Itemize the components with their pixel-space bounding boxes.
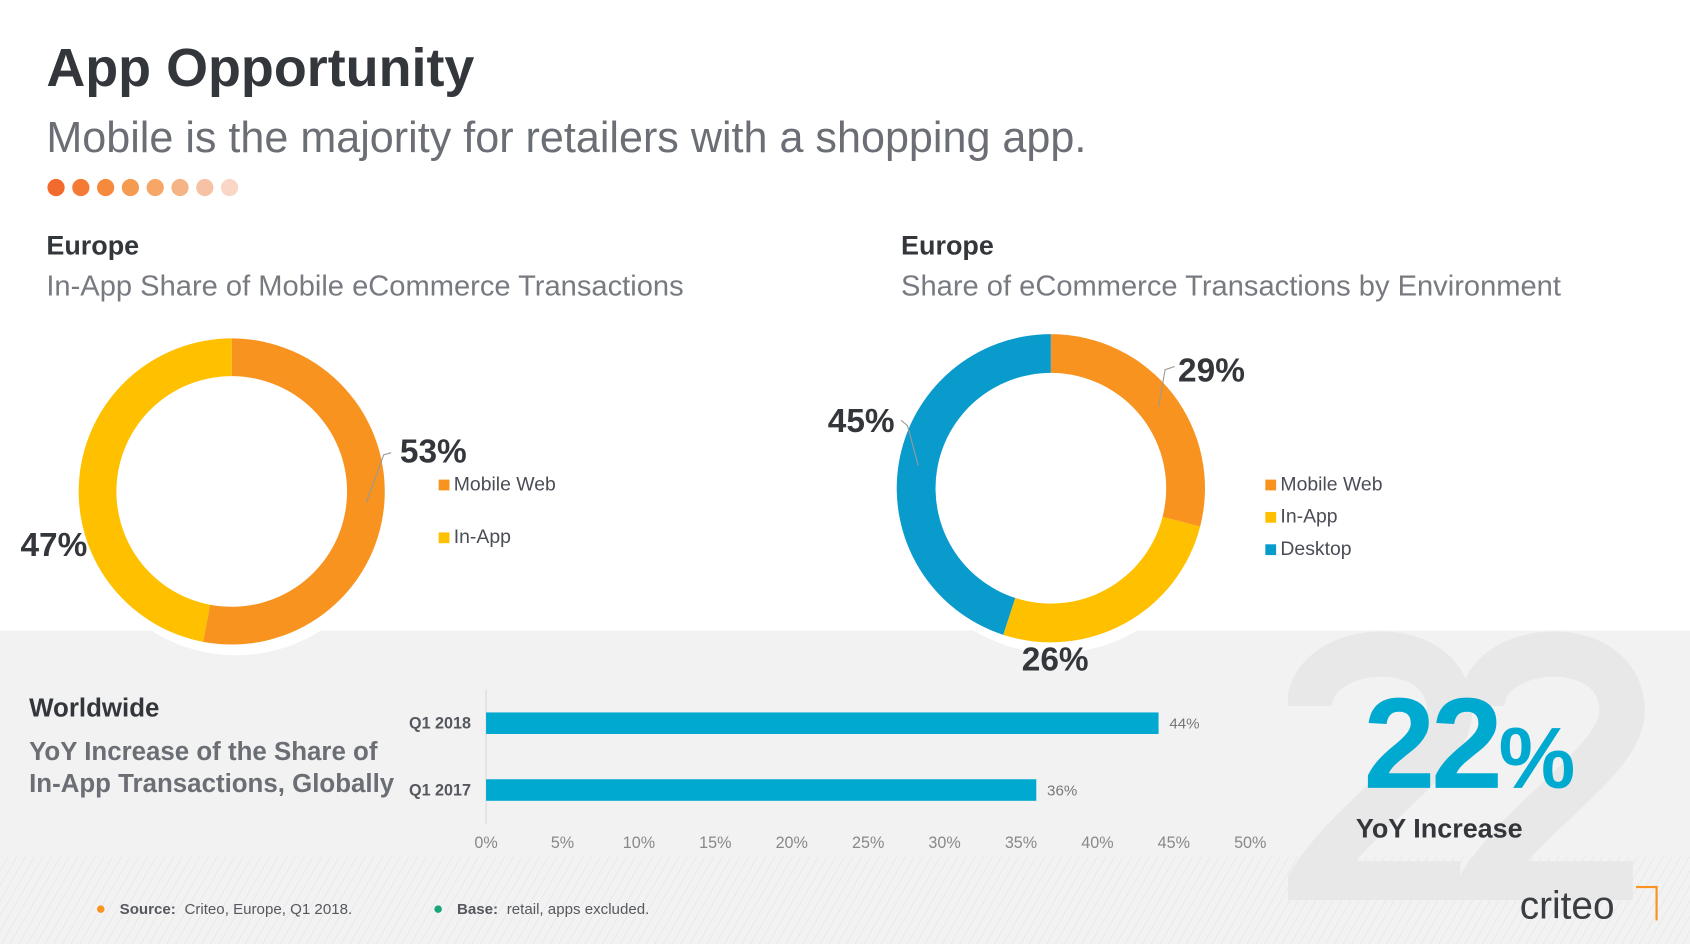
- dot: [220, 178, 239, 197]
- chart2-region: Europe: [901, 230, 994, 261]
- highlight-value: 22%: [1363, 679, 1575, 808]
- dot: [171, 178, 189, 197]
- logo-mark: [1636, 885, 1658, 921]
- x-tick-label: 10%: [623, 834, 655, 852]
- dot: [146, 178, 164, 197]
- x-tick-label: 25%: [852, 834, 884, 852]
- dot: [196, 178, 214, 197]
- chart2-legend-in-app: In-App: [1265, 505, 1338, 528]
- footer-base: Base: retail, apps excluded.: [434, 899, 650, 918]
- legend-swatch: [1265, 511, 1277, 523]
- x-tick-label: 0%: [474, 834, 497, 852]
- chart1-legend-in-app: In-App: [438, 525, 511, 548]
- leader-line: [1158, 365, 1175, 407]
- chart1-title: In-App Share of Mobile eCommerce Transac…: [46, 269, 684, 302]
- ghost-number-watermark: [1287, 631, 1645, 900]
- legend-label: In-App: [453, 525, 511, 548]
- base-text: retail, apps excluded.: [506, 899, 650, 918]
- legend-label: In-App: [1280, 505, 1338, 528]
- ghost-digit-shape: [1445, 631, 1645, 900]
- chart1-label-mobile-web: 53%: [399, 432, 467, 470]
- bar-q1-2018: [486, 712, 1159, 734]
- value-label: 36%: [1047, 782, 1077, 799]
- legend-swatch: [1265, 479, 1277, 491]
- category-label: Q1 2018: [409, 715, 471, 733]
- legend-label: Desktop: [1280, 537, 1352, 560]
- page-subtitle: Mobile is the majority for retailers wit…: [46, 114, 1087, 162]
- bullet-icon: [97, 905, 105, 914]
- category-label: Q1 2017: [409, 781, 471, 799]
- chart2-label-desktop: 45%: [827, 402, 895, 440]
- source-text: Criteo, Europe, Q1 2018.: [184, 899, 353, 918]
- bar-q1-2017: [486, 779, 1037, 801]
- chart2-label-in-app: 26%: [1021, 640, 1089, 678]
- donut-slice-2-in-app: [1003, 516, 1201, 643]
- chart2-legend-desktop: Desktop: [1265, 537, 1352, 560]
- chart3-title: YoY Increase of the Share of In-App Tran…: [29, 737, 395, 799]
- bullet-icon: [434, 905, 442, 914]
- chart1-region: Europe: [46, 230, 140, 261]
- x-tick-label: 50%: [1234, 834, 1266, 852]
- dot: [97, 178, 115, 197]
- dot: [72, 178, 90, 197]
- chart2-legend-mobile-web: Mobile Web: [1265, 473, 1383, 495]
- x-tick-label: 45%: [1158, 834, 1190, 852]
- dot: [121, 178, 140, 197]
- donut-slice-1-mobile-web: [203, 338, 385, 645]
- donut-charts: [78, 334, 1205, 645]
- donut-slice-2-desktop: [896, 334, 1051, 635]
- chart3-region: Worldwide: [29, 694, 160, 724]
- legend-label: Mobile Web: [1280, 473, 1383, 495]
- chart2-label-mobile-web: 29%: [1178, 351, 1245, 390]
- highlight-number: 22: [1363, 671, 1503, 816]
- base-label: Base:: [456, 899, 499, 918]
- legend-swatch: [1265, 544, 1277, 555]
- legend-swatch: [438, 479, 450, 491]
- donut-slice-2-mobile-web: [1050, 334, 1205, 527]
- page-title: App Opportunity: [46, 37, 475, 99]
- x-tick-label: 15%: [699, 834, 731, 852]
- leader-line: [365, 452, 392, 503]
- x-tick-label: 40%: [1081, 834, 1113, 852]
- criteo-logo: criteo: [1519, 882, 1615, 927]
- dot: [47, 178, 65, 197]
- legend-swatch: [438, 532, 450, 544]
- highlight-label: YoY Increase: [1355, 813, 1523, 844]
- ghost-digit-shape: [1287, 631, 1473, 900]
- x-tick-label: 20%: [776, 834, 808, 852]
- chart1-legend-mobile-web: Mobile Web: [438, 473, 556, 495]
- legend-label: Mobile Web: [453, 473, 556, 495]
- leader-line: [900, 419, 919, 466]
- donut-slice-1-in-app: [78, 338, 232, 642]
- value-label: 44%: [1169, 716, 1199, 733]
- x-tick-label: 35%: [1005, 834, 1037, 852]
- decorative-dots: [47, 178, 239, 197]
- footer-source: Source: Criteo, Europe, Q1 2018.: [97, 899, 353, 918]
- chart1-label-in-app: 47%: [20, 525, 88, 564]
- x-tick-label: 30%: [928, 834, 960, 852]
- x-tick-label: 5%: [551, 834, 574, 852]
- chart2-title: Share of eCommerce Transactions by Envir…: [901, 269, 1561, 302]
- highlight-unit: %: [1498, 710, 1576, 807]
- source-label: Source:: [119, 899, 176, 918]
- bar-chart: Q1 2018 44% Q1 2017 36% 0% 5% 10% 15% 20% 25% 30% 3…: [409, 689, 1266, 852]
